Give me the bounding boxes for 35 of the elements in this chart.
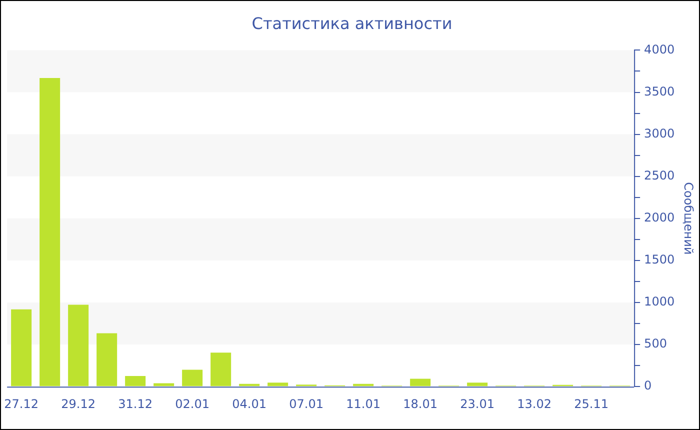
bar bbox=[182, 370, 203, 386]
x-tick-label: 27.12 bbox=[4, 396, 38, 411]
y-tick-label: 2500 bbox=[644, 168, 675, 182]
y-tick-label: 1000 bbox=[644, 294, 675, 309]
x-tick-label: 18.01 bbox=[403, 396, 438, 411]
x-tick-label: 04.01 bbox=[232, 396, 266, 411]
bar bbox=[353, 384, 374, 386]
bar bbox=[210, 352, 232, 386]
bar bbox=[239, 384, 260, 386]
x-tick-label: 02.01 bbox=[175, 396, 210, 411]
y-tick-label: 4000 bbox=[644, 42, 675, 56]
bar bbox=[11, 309, 32, 386]
x-tick-label: 11.01 bbox=[346, 396, 380, 411]
y-tick-label: 2000 bbox=[644, 210, 675, 225]
x-tick-label: 31.12 bbox=[118, 396, 152, 411]
x-tick-label: 25.11 bbox=[574, 396, 608, 411]
y-tick-label: 3000 bbox=[644, 126, 675, 140]
x-tick-label: 13.02 bbox=[517, 396, 552, 411]
bar bbox=[467, 382, 488, 386]
x-tick-label: 07.01 bbox=[289, 396, 324, 411]
y-tick-label: 0 bbox=[644, 378, 652, 393]
bar bbox=[68, 304, 89, 386]
x-tick-label: 29.12 bbox=[61, 396, 96, 411]
bar bbox=[410, 378, 431, 386]
bar bbox=[154, 383, 174, 386]
y-tick-label: 3500 bbox=[644, 84, 675, 98]
chart-title: Статистика активности bbox=[252, 14, 452, 33]
bar bbox=[125, 376, 146, 386]
x-tick-label: 23.01 bbox=[460, 396, 494, 411]
y-tick-label: 1500 bbox=[644, 252, 675, 267]
bar bbox=[40, 78, 60, 386]
y-axis-title: Сообщений bbox=[682, 182, 696, 255]
y-tick-label: 500 bbox=[644, 336, 667, 351]
bar bbox=[96, 333, 118, 386]
bar bbox=[268, 382, 288, 386]
